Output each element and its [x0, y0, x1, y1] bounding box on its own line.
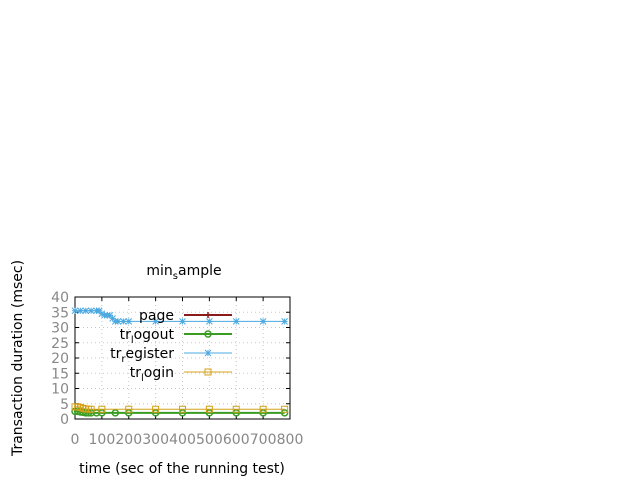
x-tick-label: 100 — [89, 432, 116, 448]
x-tick-label: 500 — [196, 432, 223, 448]
axis-ticks: 0 100 200 300 400 500 600 700 800051015202530354… — [51, 290, 303, 448]
data-point — [178, 409, 187, 417]
x-tick-label: 400 — [169, 432, 196, 448]
y-tick-label: 30 — [51, 321, 69, 337]
chart-title: minsample — [146, 263, 221, 282]
data-point — [71, 307, 79, 315]
grid-lines — [75, 297, 290, 419]
data-point — [259, 405, 267, 413]
series-tr_register — [71, 307, 288, 325]
data-point — [259, 409, 267, 417]
legend-entry: trregister — [110, 346, 232, 365]
legend-label: trregister — [110, 346, 174, 365]
y-tick-label: 10 — [51, 382, 69, 398]
y-tick-label: 5 — [60, 397, 69, 413]
data-point — [98, 409, 106, 417]
data-point — [111, 409, 120, 417]
x-tick-label: 800 — [277, 432, 304, 448]
legend-label: page — [139, 308, 174, 324]
data-point — [77, 307, 84, 315]
data-point — [125, 318, 133, 325]
x-tick-label: 700 — [250, 432, 277, 448]
data-point — [205, 405, 213, 413]
x-axis-label: time (sec of the running test) — [79, 461, 285, 477]
data-point — [82, 307, 90, 315]
y-tick-label: 35 — [51, 305, 69, 321]
y-tick-label: 0 — [60, 412, 69, 428]
series-group — [71, 307, 289, 417]
data-point — [87, 307, 95, 315]
data-point — [280, 409, 289, 417]
legend-marker — [205, 312, 211, 318]
data-point — [206, 318, 213, 325]
x-tick-label: 600 — [223, 432, 250, 448]
data-point — [179, 318, 186, 325]
x-tick-label: 300 — [142, 432, 169, 448]
data-point — [205, 409, 214, 417]
data-point — [152, 405, 160, 413]
legend-label: trlogout — [120, 327, 175, 346]
legend-entry: trlogin — [130, 365, 232, 384]
data-point — [232, 409, 240, 417]
data-point — [125, 405, 133, 413]
y-tick-label: 15 — [51, 366, 69, 382]
series-tr_login — [71, 403, 289, 413]
y-tick-label: 40 — [51, 290, 69, 306]
legend-marker — [204, 330, 212, 338]
data-point — [179, 405, 186, 413]
data-point — [281, 405, 289, 413]
y-tick-label: 25 — [51, 336, 69, 352]
legend-marker — [204, 368, 212, 376]
data-point — [232, 318, 240, 325]
legend-entry: trlogout — [120, 327, 232, 346]
y-tick-label: 20 — [51, 351, 69, 367]
x-tick-label: 200 — [115, 432, 142, 448]
data-point — [114, 318, 122, 325]
legend-marker — [204, 349, 212, 357]
data-point — [87, 405, 95, 413]
x-tick-label: 0 — [71, 432, 80, 448]
data-point — [151, 409, 160, 417]
data-point — [98, 405, 106, 413]
data-point — [152, 318, 159, 325]
data-point — [120, 318, 127, 325]
legend-entry: page — [139, 308, 232, 324]
legend-label: trlogin — [130, 365, 174, 384]
data-point — [281, 318, 288, 325]
data-point — [232, 405, 240, 413]
data-point — [125, 409, 133, 417]
series-line — [75, 406, 285, 410]
y-axis-label: Transaction duration (msec) — [10, 260, 26, 457]
data-point — [259, 318, 267, 325]
